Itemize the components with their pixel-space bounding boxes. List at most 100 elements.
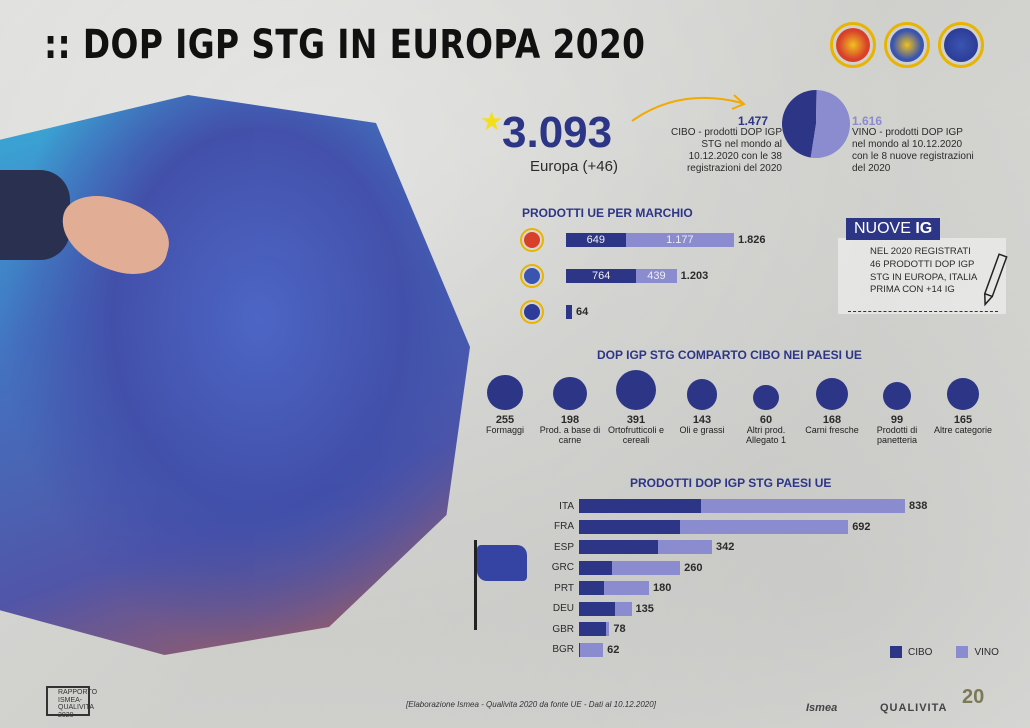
anniversary-logo: 20	[962, 686, 985, 708]
comparto-bubble	[816, 378, 848, 410]
comparto-label: Oli e grassi	[679, 424, 725, 435]
ismea-logo: Ismea	[806, 702, 838, 714]
marchio-bar	[566, 305, 572, 319]
comparto-label: Prod. a base di carne	[539, 424, 601, 445]
source-note: [Elaborazione Ismea - Qualivita 2020 da …	[406, 700, 656, 709]
comparto-bubble	[686, 379, 718, 410]
country-label: ESP	[553, 541, 574, 553]
comparto-bubble	[487, 374, 523, 410]
nuove-ig-prefix: NUOVE	[854, 220, 911, 237]
country-row: FRA 692	[548, 519, 871, 534]
country-segment-vino	[657, 540, 713, 554]
country-label: GBR	[552, 623, 574, 635]
paesi-chart-title: PRODOTTI DOP IGP STG PAESI UE	[630, 476, 832, 490]
country-total: 135	[635, 602, 654, 615]
comparto-value: 391	[626, 414, 646, 426]
country-row: BGR 62	[548, 642, 619, 657]
cibo-vino-pie-chart	[782, 90, 850, 158]
country-label: GRC	[551, 562, 574, 573]
comparto-bubble	[553, 376, 587, 410]
marchio-chart-title: PRODOTTI UE PER MARCHIO	[522, 206, 693, 220]
country-total: 180	[653, 582, 672, 594]
nuove-ig-text: NEL 2020 REGISTRATI 46 PRODOTTI DOP IGP …	[870, 246, 977, 296]
rapporto-logo-text: RAPPORTO ISMEA-QUALIVITA 2020	[58, 689, 98, 720]
country-bar	[579, 519, 849, 534]
comparto-bubble	[947, 378, 979, 410]
country-bar	[579, 581, 649, 595]
country-total: 692	[852, 520, 871, 533]
country-row: GBR 78	[548, 622, 626, 636]
comparto-label: Prodotti di panetteria	[876, 424, 918, 445]
rapporto-logo-box	[46, 686, 90, 716]
country-bar	[579, 560, 681, 575]
country-segment-cibo	[579, 581, 604, 595]
comparto-bubble	[753, 384, 779, 410]
marchio-segment-cibo	[566, 305, 572, 319]
country-segment-cibo	[579, 560, 613, 575]
qualivita-logo: QUALIVITA	[880, 702, 948, 714]
pie-slice-cibo	[782, 90, 817, 158]
country-bar	[579, 642, 604, 657]
flag-pole	[474, 540, 477, 630]
country-label: BGR	[552, 644, 574, 655]
comparto-item: 255 Formaggi	[470, 374, 540, 436]
country-segment-cibo	[579, 622, 606, 636]
country-segment-vino	[615, 601, 632, 616]
comparto-item: 60 Altri prod. Allegato 1	[731, 384, 801, 446]
comparto-label: Altri prod. Allegato 1	[745, 424, 787, 445]
dop-logo-icon	[830, 22, 876, 68]
vino-value: 1.616	[852, 114, 883, 128]
comparto-item: 198 Prod. a base di carne	[535, 376, 605, 446]
comparto-label: Ortofrutticoli e cereali	[607, 425, 665, 445]
country-label: PRT	[554, 582, 574, 594]
eu-flag-icon	[477, 545, 527, 581]
legend-label-cibo: CIBO	[908, 646, 933, 658]
comparto-value: 168	[822, 413, 842, 426]
country-total: 260	[684, 561, 703, 574]
country-bar	[579, 540, 713, 554]
marchio-segment-vino: 1.177	[625, 233, 734, 247]
comparto-value: 60	[759, 413, 773, 426]
cibo-value: 1.477	[738, 114, 769, 128]
legend-swatch-vino	[956, 646, 969, 658]
nuove-ig-tab: NUOVE IG	[846, 218, 941, 240]
marchio-total: 1.203	[680, 270, 709, 282]
total-number: 3.093	[502, 108, 613, 157]
comparto-bubble	[616, 370, 656, 410]
country-segment-cibo	[579, 540, 658, 554]
comparto-value: 143	[692, 413, 712, 426]
star-icon: ★	[480, 106, 504, 136]
country-bar	[579, 622, 610, 636]
country-total: 342	[716, 541, 735, 553]
marchio-segment-vino: 439	[636, 269, 677, 283]
comparto-label: Carni fresche	[805, 424, 859, 435]
country-row: GRC 260	[548, 560, 703, 575]
marchio-segment-cibo: 649	[566, 233, 626, 247]
country-label: DEU	[552, 603, 574, 614]
comparto-item: 391 Ortofrutticoli e cereali	[601, 370, 671, 446]
legend-swatch-cibo	[890, 646, 902, 658]
comparto-item: 165 Altre categorie	[928, 378, 998, 435]
country-segment-cibo	[579, 642, 580, 657]
country-bar	[579, 499, 905, 513]
marchio-bar: 649 1.177	[566, 233, 734, 247]
stg-logo-icon	[938, 22, 984, 68]
europe-map-image	[0, 95, 470, 655]
country-segment-cibo	[579, 519, 681, 534]
country-segment-vino	[579, 642, 604, 657]
vino-description: VINO - prodotti DOP IGP nel mondo al 10.…	[852, 127, 974, 174]
nuove-ig-box	[838, 238, 1006, 314]
comparto-value: 165	[953, 413, 973, 426]
marchio-segment-cibo: 764	[566, 269, 637, 283]
comparto-chart-title: DOP IGP STG COMPARTO CIBO NEI PAESI UE	[597, 348, 862, 362]
igp-mark-icon	[520, 264, 544, 288]
comparto-item: 99 Prodotti di panetteria	[862, 381, 932, 446]
stg-mark-icon	[520, 300, 544, 324]
country-bar	[579, 601, 632, 616]
comparto-label: Altre categorie	[933, 424, 993, 435]
comparto-value: 99	[890, 413, 904, 426]
country-row: DEU 135	[548, 601, 654, 616]
country-segment-vino	[603, 581, 649, 595]
marchio-bar: 764 439	[566, 269, 677, 283]
comparto-value: 198	[560, 413, 580, 426]
